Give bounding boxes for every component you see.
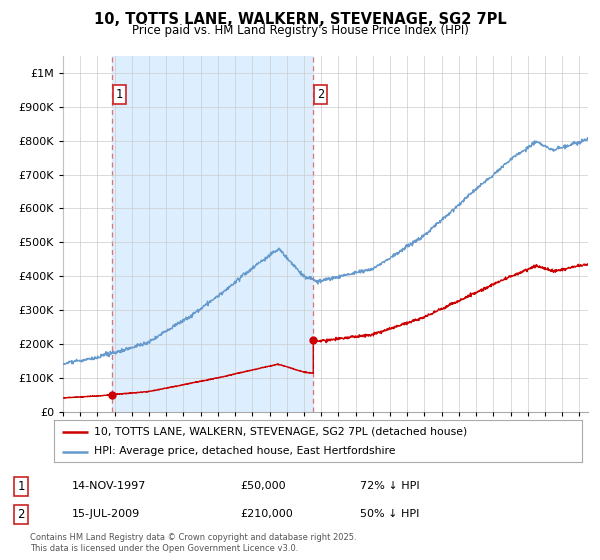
Text: 1: 1 — [17, 479, 25, 493]
Text: Price paid vs. HM Land Registry's House Price Index (HPI): Price paid vs. HM Land Registry's House … — [131, 24, 469, 37]
Text: 15-JUL-2009: 15-JUL-2009 — [72, 510, 140, 519]
Text: Contains HM Land Registry data © Crown copyright and database right 2025.
This d: Contains HM Land Registry data © Crown c… — [30, 533, 356, 553]
Bar — [112, 56, 313, 412]
Text: 72% ↓ HPI: 72% ↓ HPI — [360, 481, 419, 491]
Text: £50,000: £50,000 — [240, 481, 286, 491]
Text: 2: 2 — [317, 88, 324, 101]
Text: 2: 2 — [17, 508, 25, 521]
Text: 1: 1 — [116, 88, 123, 101]
Text: 14-NOV-1997: 14-NOV-1997 — [72, 481, 146, 491]
Text: 50% ↓ HPI: 50% ↓ HPI — [360, 510, 419, 519]
Text: HPI: Average price, detached house, East Hertfordshire: HPI: Average price, detached house, East… — [94, 446, 395, 456]
Text: 10, TOTTS LANE, WALKERN, STEVENAGE, SG2 7PL (detached house): 10, TOTTS LANE, WALKERN, STEVENAGE, SG2 … — [94, 427, 467, 437]
Text: £210,000: £210,000 — [240, 510, 293, 519]
Text: 10, TOTTS LANE, WALKERN, STEVENAGE, SG2 7PL: 10, TOTTS LANE, WALKERN, STEVENAGE, SG2 … — [94, 12, 506, 27]
